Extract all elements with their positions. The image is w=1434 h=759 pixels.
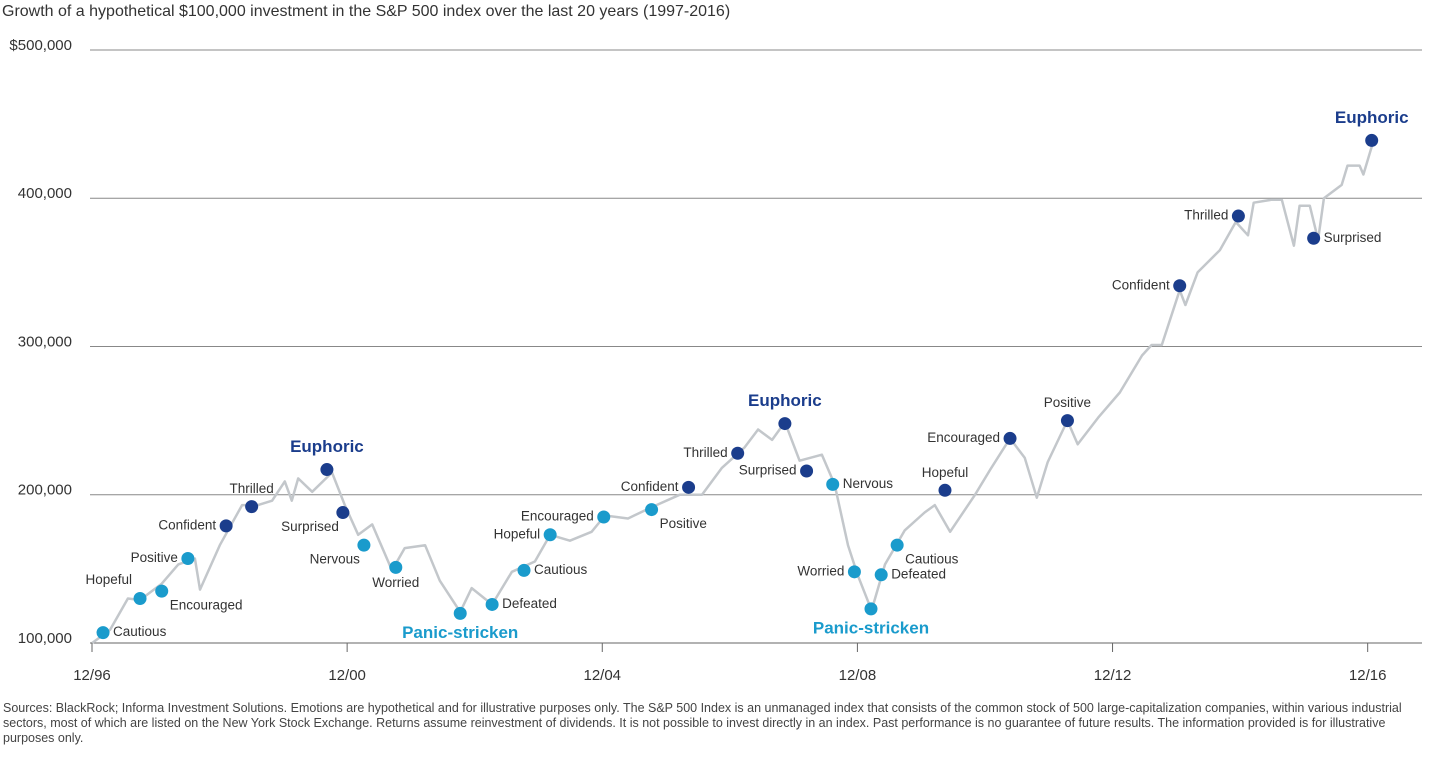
- emotion-point: [245, 500, 259, 514]
- emotion-label: Thrilled: [1184, 208, 1228, 223]
- emotion-point: [1307, 231, 1321, 245]
- x-tick-label: 12/04: [583, 667, 621, 684]
- emotion-point: [890, 538, 904, 552]
- emotion-point: [1003, 431, 1017, 445]
- emotion-point: [336, 506, 350, 520]
- emotion-label: Confident: [158, 517, 216, 532]
- x-tick-label: 12/08: [839, 667, 877, 684]
- emotion-label: Positive: [131, 550, 178, 565]
- emotion-point: [517, 563, 531, 577]
- emotion-label: Hopeful: [922, 465, 969, 480]
- emotion-point: [543, 528, 557, 542]
- emotion-point: [1231, 209, 1245, 223]
- x-tick-label: 12/16: [1349, 667, 1387, 684]
- emotion-label: Cautious: [905, 552, 959, 567]
- emotion-point: [864, 602, 878, 616]
- emotion-point: [645, 503, 659, 517]
- emotion-point: [597, 510, 611, 524]
- y-tick-label: 300,000: [18, 333, 72, 350]
- emotion-point: [1173, 279, 1187, 293]
- emotion-label: Encouraged: [521, 509, 594, 524]
- emotion-point: [485, 597, 499, 611]
- emotion-point: [219, 519, 233, 533]
- emotion-label: Panic-stricken: [813, 618, 929, 637]
- emotion-point: [847, 565, 861, 579]
- emotion-label: Worried: [372, 575, 419, 590]
- emotion-label: Surprised: [739, 463, 797, 478]
- emotion-label: Encouraged: [927, 430, 1000, 445]
- emotion-label: Confident: [1112, 277, 1170, 292]
- emotion-label: Euphoric: [290, 437, 364, 456]
- x-tick-label: 12/96: [73, 667, 111, 684]
- emotion-point: [778, 417, 792, 431]
- emotion-point: [826, 477, 840, 491]
- emotion-label: Worried: [797, 563, 844, 578]
- x-tick-label: 12/12: [1094, 667, 1132, 684]
- emotion-label: Thrilled: [683, 445, 727, 460]
- footnote: Sources: BlackRock; Informa Investment S…: [3, 701, 1402, 745]
- chart: Growth of a hypothetical $100,000 invest…: [2, 3, 1422, 684]
- emotion-point: [181, 551, 195, 565]
- emotion-point: [357, 538, 371, 552]
- emotion-point: [1365, 133, 1379, 147]
- y-tick-label: 200,000: [18, 482, 72, 499]
- x-tick-label: 12/00: [328, 667, 366, 684]
- emotion-point: [453, 606, 467, 620]
- emotion-label: Panic-stricken: [402, 623, 518, 642]
- chart-title: Growth of a hypothetical $100,000 invest…: [2, 3, 730, 20]
- emotion-label: Hopeful: [494, 526, 541, 541]
- emotion-point: [1060, 414, 1074, 428]
- y-tick-label: $500,000: [9, 37, 72, 54]
- emotion-label: Nervous: [843, 476, 894, 491]
- emotion-label: Euphoric: [748, 391, 822, 410]
- emotion-point: [133, 592, 147, 606]
- emotion-label: Defeated: [502, 596, 557, 611]
- emotion-label: Cautious: [534, 562, 588, 577]
- emotion-label: Surprised: [281, 519, 339, 534]
- emotion-point: [389, 560, 403, 574]
- line: [91, 140, 1375, 645]
- emotion-point: [800, 464, 814, 478]
- emotion-label: Positive: [1044, 395, 1091, 410]
- emotion-point: [682, 480, 696, 494]
- emotion-label: Nervous: [310, 552, 361, 567]
- emotion-point: [96, 626, 110, 640]
- emotion-label: Confident: [621, 479, 679, 494]
- emotion-label: Thrilled: [230, 481, 274, 496]
- emotion-label: Defeated: [891, 566, 946, 581]
- emotion-label: Euphoric: [1335, 108, 1409, 127]
- emotion-point: [155, 584, 169, 598]
- emotion-point: [320, 463, 334, 477]
- emotion-label: Hopeful: [85, 572, 132, 587]
- y-tick-label: 400,000: [18, 185, 72, 202]
- emotion-label: Positive: [660, 516, 707, 531]
- emotion-point: [731, 446, 745, 460]
- y-tick-label: 100,000: [18, 630, 72, 647]
- emotion-point: [874, 568, 888, 582]
- emotion-label: Encouraged: [170, 598, 243, 613]
- emotion-point: [938, 483, 952, 497]
- emotion-label: Cautious: [113, 624, 167, 639]
- emotion-label: Surprised: [1324, 230, 1382, 245]
